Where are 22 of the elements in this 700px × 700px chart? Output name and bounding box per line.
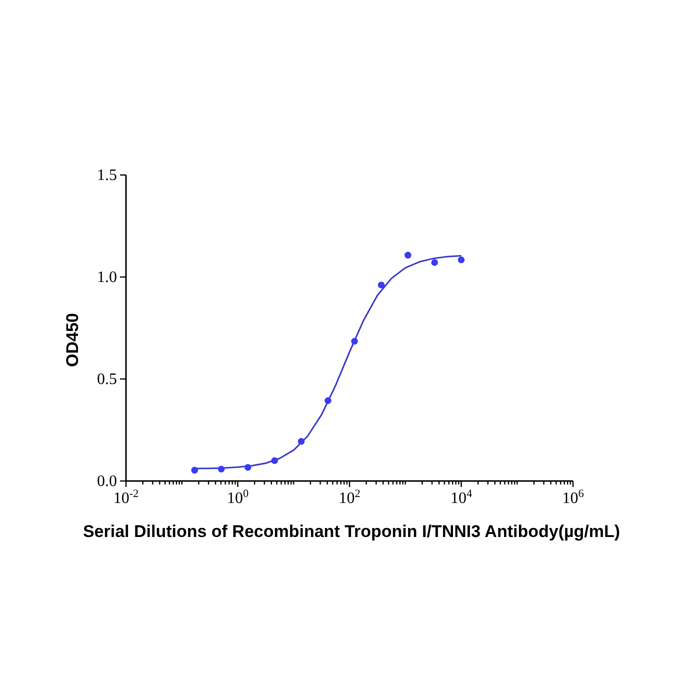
y-axis-title: OD450	[63, 313, 82, 367]
y-tick-label: 0.0	[97, 473, 117, 490]
y-tick-label: 1.0	[97, 269, 117, 286]
point	[244, 464, 252, 471]
point	[458, 256, 465, 264]
y-tick-label: 1.5	[97, 167, 117, 184]
point	[404, 252, 412, 259]
point	[191, 466, 198, 474]
point	[324, 397, 332, 404]
x-tick-label: 10$^{0}$	[226, 488, 249, 507]
point	[271, 457, 278, 464]
point	[378, 282, 385, 288]
x-tick-label: 10$^{6}$	[562, 488, 584, 507]
x-tick-label: 10$^{-2}$	[113, 488, 139, 507]
point	[351, 338, 358, 345]
y-tick-label: 0.5	[97, 371, 117, 388]
x-tick-label: 10$^{4}$	[450, 488, 472, 507]
point	[431, 259, 438, 266]
point	[298, 438, 305, 445]
x-axis-title: Serial Dilutions of Recombinant Troponin I/TNNI3 Antibody(µg/mL)	[82, 522, 620, 541]
point	[218, 466, 225, 473]
x-tick-label: 10$^{2}$	[338, 488, 360, 507]
